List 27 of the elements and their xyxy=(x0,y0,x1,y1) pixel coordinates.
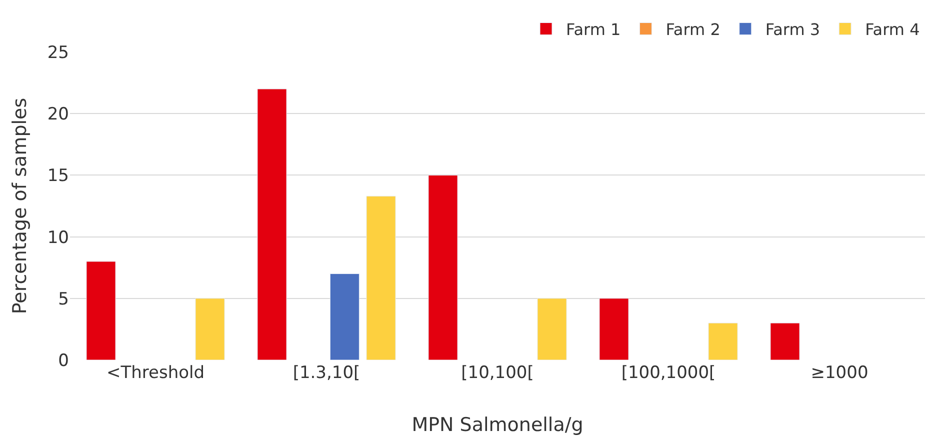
y-tick-label: 10 xyxy=(47,228,69,248)
bar xyxy=(428,174,458,360)
bar xyxy=(708,322,738,360)
x-tick-label: ≥1000 xyxy=(810,363,868,383)
y-tick-label: 5 xyxy=(58,289,69,310)
y-tick-label: 15 xyxy=(47,166,69,186)
legend-label: Farm 4 xyxy=(865,20,920,39)
bar xyxy=(195,298,225,360)
y-tick-label: 20 xyxy=(47,104,69,125)
legend-label: Farm 3 xyxy=(765,20,820,39)
bar xyxy=(770,322,800,360)
bar xyxy=(257,88,287,360)
bar xyxy=(86,261,116,360)
y-axis-title: Percentage of samples xyxy=(9,98,32,314)
x-tick-label: <Threshold xyxy=(106,363,205,383)
bar xyxy=(366,196,396,360)
y-tick-label: 0 xyxy=(58,350,69,371)
x-tick-label: [100,1000[ xyxy=(621,363,716,383)
legend-label: Farm 1 xyxy=(566,20,621,39)
bar xyxy=(537,298,567,360)
bar xyxy=(599,298,629,360)
x-tick-label: [1.3,10[ xyxy=(292,363,360,383)
legend-label: Farm 2 xyxy=(666,20,720,39)
bar xyxy=(330,274,360,360)
x-axis-title: MPN Salmonella/g xyxy=(412,414,584,436)
y-tick-label: 25 xyxy=(47,42,69,63)
x-tick-label: [10,100[ xyxy=(461,363,534,383)
